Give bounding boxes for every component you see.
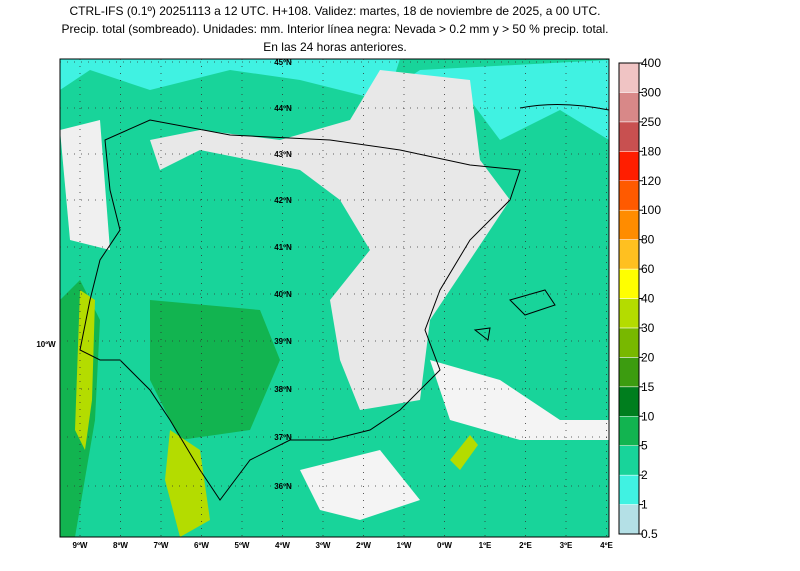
colorbar-swatch [618,416,640,446]
colorbar-label: 20 [641,350,655,364]
lat-label: 43ºN [274,150,292,159]
colorbar-swatch [618,445,640,476]
title: En las 24 horas anteriores. [263,40,406,54]
lon-label: 9ºW [73,541,88,550]
lon-label: 4ºE [600,541,613,550]
colorbar-swatch [618,239,640,270]
lon-label: 0ºW [437,541,452,550]
precip-area [150,300,280,440]
colorbar-swatch [618,121,640,152]
colorbar-label: 60 [641,262,655,276]
lon-label: 7ºW [154,541,169,550]
colorbar-swatch [618,151,640,181]
colorbar-swatch [618,474,640,505]
colorbar-swatch [618,504,640,535]
coastline [473,289,556,341]
map [59,58,610,538]
colorbar-label: 100 [641,203,661,217]
lon-label: 10ºW [36,340,56,349]
no-precip-area [430,360,609,440]
colorbar-label: 2 [641,468,648,482]
lon-label: 1ºE [479,541,492,550]
lat-label: 45ºN [274,58,292,67]
colorbar-label: 1 [641,498,648,512]
title: CTRL-IFS (0.1º) 20251113 a 12 UTC. H+108… [70,4,601,18]
colorbar-label: 400 [641,56,661,70]
lon-label: 2ºE [519,541,532,550]
no-precip-area [60,120,110,250]
colorbar-label: 5 [641,439,648,453]
lon-label: 8ºW [113,541,128,550]
precip-area [450,435,478,470]
lat-label: 36ºN [274,482,292,491]
precip-area [60,59,609,140]
lon-label: 5ºW [235,541,250,550]
colorbar-swatch [618,357,640,388]
colorbar-swatch [618,180,640,211]
map-frame [59,58,610,538]
lat-label: 44ºN [274,104,292,113]
lon-label: 2ºW [356,541,371,550]
title: Precip. total (sombreado). Unidades: mm.… [62,22,609,36]
colorbar-label: 80 [641,233,655,247]
colorbar-swatch [618,268,640,299]
colorbar-swatch [618,209,640,240]
colorbar-label: 10 [641,409,655,423]
coastline [79,119,521,501]
colorbar-label: 180 [641,144,661,158]
colorbar-label: 30 [641,321,655,335]
lon-label: 6ºW [194,541,209,550]
lat-label: 40ºN [274,290,292,299]
no-precip-area [150,70,510,410]
lon-label: 3ºW [316,541,331,550]
colorbar-label: 15 [641,380,655,394]
precip-area [165,430,210,537]
colorbar-swatch [618,92,640,123]
colorbar-swatch [618,386,640,417]
lat-label: 39ºN [274,337,292,346]
colorbar-swatch [618,62,640,93]
lat-label: 42ºN [274,196,292,205]
no-precip-area [300,450,420,520]
colorbar-label: 120 [641,174,661,188]
colorbar-label: 0.5 [641,527,658,541]
lon-label: 1ºW [397,541,412,550]
colorbar-swatch [618,298,640,329]
lat-label: 38ºN [274,385,292,394]
colorbar-label: 40 [641,292,655,306]
colorbar-label: 300 [641,85,661,99]
lat-label: 37ºN [274,433,292,442]
colorbar-label: 250 [641,115,661,129]
lat-label: 41ºN [274,243,292,252]
lon-label: 3ºE [560,541,573,550]
colorbar-swatch [618,327,640,358]
lon-label: 4ºW [275,541,290,550]
